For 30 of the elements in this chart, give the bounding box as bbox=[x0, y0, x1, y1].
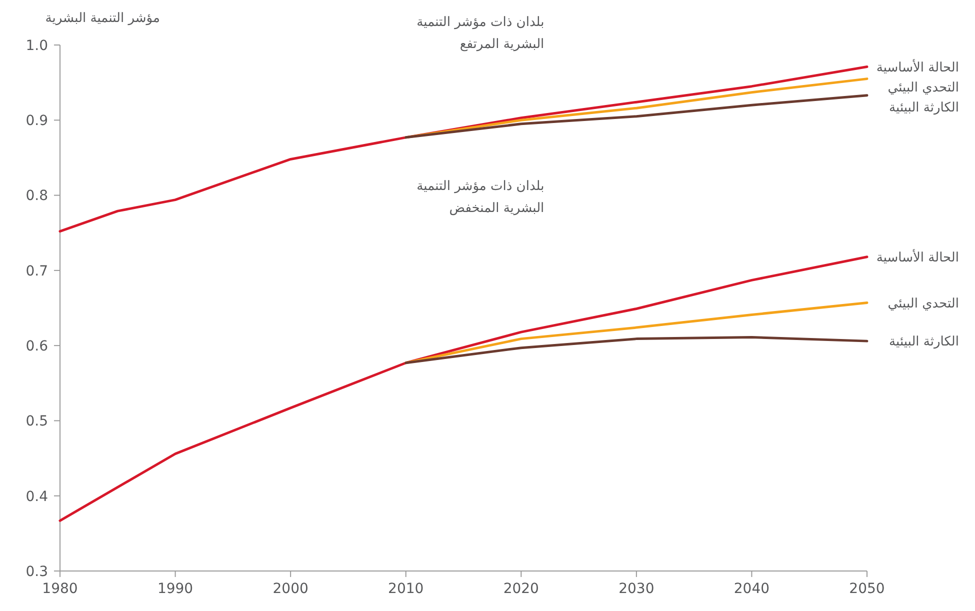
y-tick-label: 0.4 bbox=[26, 488, 48, 505]
y-tick-label: 0.6 bbox=[26, 338, 48, 354]
y-tick-label: 1.0 bbox=[26, 38, 48, 54]
y-tick-label: 0.3 bbox=[26, 564, 48, 580]
series-label: الكارثة البيئية bbox=[889, 100, 959, 116]
x-tick-label: 2000 bbox=[272, 581, 308, 597]
line-series bbox=[404, 94, 868, 139]
line-series bbox=[58, 66, 868, 233]
series-label: الحالة الأساسية bbox=[876, 248, 959, 266]
series-label: الكارثة البيئية bbox=[889, 334, 959, 350]
line-series bbox=[58, 256, 868, 522]
y-tick-label: 0.5 bbox=[26, 414, 48, 430]
series-label: التحدي البيئي bbox=[888, 296, 959, 312]
x-tick-label: 2010 bbox=[388, 581, 424, 597]
line-series bbox=[404, 301, 868, 364]
x-tick-label: 1990 bbox=[157, 581, 194, 597]
y-tick-label: 0.7 bbox=[26, 263, 48, 280]
x-tick-label: 2040 bbox=[734, 581, 770, 597]
x-tick-label: 1980 bbox=[42, 581, 78, 597]
line-series bbox=[404, 336, 868, 364]
series-label: التحدي البيئي bbox=[888, 80, 959, 96]
x-tick-label: 2050 bbox=[849, 581, 885, 597]
x-tick-label: 2030 bbox=[618, 581, 654, 597]
x-tick-label: 2020 bbox=[503, 581, 539, 597]
y-tick-label: 0.9 bbox=[26, 113, 48, 130]
annotation: بلدان ذات مؤشر التنمية البشرية المرتفع bbox=[416, 15, 544, 52]
y-tick-label: 0.8 bbox=[26, 188, 48, 204]
annotation: بلدان ذات مؤشر التنمية البشرية المنخفض bbox=[416, 178, 544, 216]
y-axis-title: مؤشر التنمية البشرية bbox=[45, 11, 160, 26]
series-label: الحالة الأساسية bbox=[876, 58, 959, 76]
